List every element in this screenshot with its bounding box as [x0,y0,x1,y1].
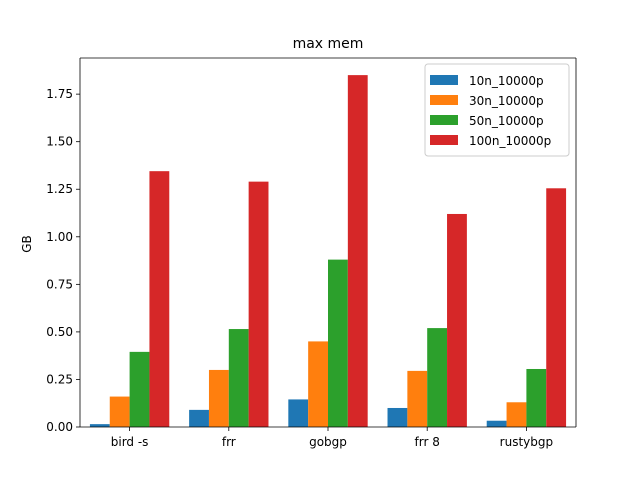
bar [506,402,527,427]
legend-label: 10n_10000p [469,74,544,88]
bar [288,399,309,427]
x-tick-label: frr [222,435,236,449]
x-tick-label: rustybgp [500,435,553,449]
y-tick-label: 0.50 [46,325,73,339]
bar [228,329,249,427]
y-tick-label: 0.00 [46,420,73,434]
y-axis-label: GB [20,235,34,253]
bar [129,351,150,427]
bars-group [89,75,567,427]
bar [149,171,170,427]
bar [109,396,130,427]
bar [407,370,428,427]
legend-label: 100n_10000p [469,134,551,148]
bar [347,75,368,427]
legend-swatch [430,115,458,125]
y-tick-label: 1.75 [46,87,73,101]
chart-title: max mem [293,36,364,52]
legend-frame [424,63,570,157]
x-tick-label: bird -s [111,435,149,449]
legend: 10n_10000p 30n_10000p 50n_10000p 100n_10000… [424,63,570,157]
legend-swatch [430,75,458,85]
bar [308,341,328,427]
bar [546,188,567,427]
legend-swatch [430,95,458,105]
bar [89,424,110,427]
bar [427,328,448,427]
bar [328,259,348,427]
bar [526,368,547,427]
y-tick-label: 0.25 [46,372,73,386]
legend-label: 50n_10000p [469,114,544,128]
bar [208,369,229,427]
legend-label: 30n_10000p [469,94,544,108]
y-tick-label: 1.50 [46,135,73,149]
bar [387,407,408,427]
bar [447,213,467,427]
y-tick-label: 1.00 [46,230,73,244]
bar [486,420,507,427]
y-tick-label: 1.25 [46,182,73,196]
bar [248,181,269,427]
x-tick-label: frr 8 [415,435,440,449]
y-tick-label: 0.75 [46,277,73,291]
x-tick-label: gobgp [309,435,347,449]
axes-group: 0.00 0.25 0.50 0.75 1.00 1.25 1.50 1.75 bird -s f… [46,57,577,449]
bar [189,409,209,427]
legend-swatch [430,135,458,145]
